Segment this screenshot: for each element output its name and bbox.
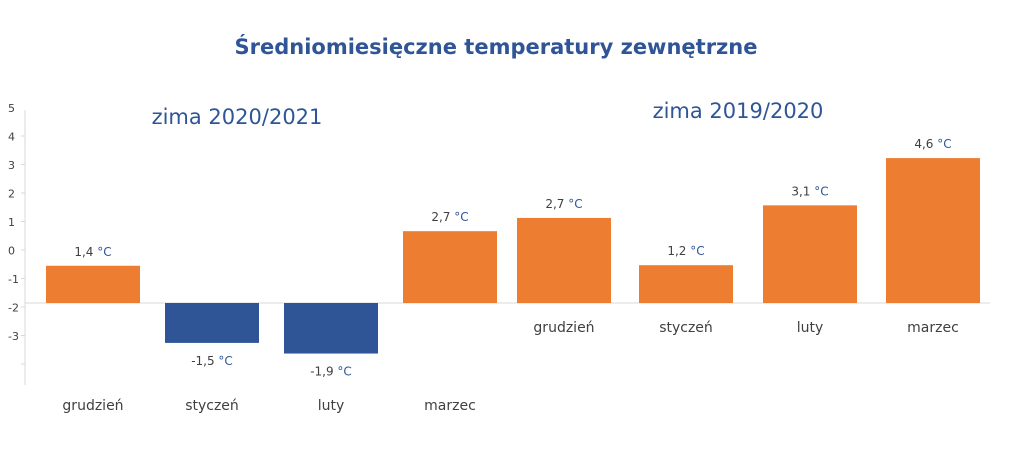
data-label: 3,1 °C [791,184,828,198]
y-tick-label: -2 [8,302,19,315]
data-label: -1,5 °C [191,354,233,368]
y-tick-label: 2 [8,188,15,201]
data-label: 1,2 °C [667,244,704,258]
category-label: marzec [424,398,476,414]
bar [46,265,140,303]
bar [284,303,378,354]
chart-title: Średniomiesięczne temperatury zewnętrzne [235,34,758,59]
data-label: 4,6 °C [914,137,951,151]
season-label: zima 2020/2021 [152,105,323,129]
plot-area: 5 4 3 2 1 0 -1 -2 -3 zima 2020/2021 1,4 °C grudzień… [8,99,990,414]
y-tick-label: 1 [8,216,15,229]
data-label: 2,7 °C [431,210,468,224]
data-label: -1,9 °C [310,365,352,379]
y-tick-label: 3 [8,159,15,172]
bar [763,205,857,303]
category-label: luty [797,320,824,336]
data-label: 1,4 °C [74,245,111,259]
data-label: 2,7 °C [545,197,582,211]
y-tick-label: 4 [8,131,15,144]
category-label: luty [318,398,345,414]
category-label: styczeń [659,320,713,336]
bar [886,158,980,303]
y-tick-label: -1 [8,273,19,286]
bar [517,217,611,303]
category-label: grudzień [533,320,594,336]
bar [639,265,733,303]
bar [165,303,259,343]
y-tick-label: 5 [8,102,15,115]
category-label: marzec [907,320,959,336]
category-label: grudzień [62,398,123,414]
category-label: styczeń [185,398,239,414]
season-label: zima 2019/2020 [653,99,824,123]
bar [403,231,497,303]
y-tick-label: 0 [8,245,15,258]
y-tick-label: -3 [8,330,19,343]
